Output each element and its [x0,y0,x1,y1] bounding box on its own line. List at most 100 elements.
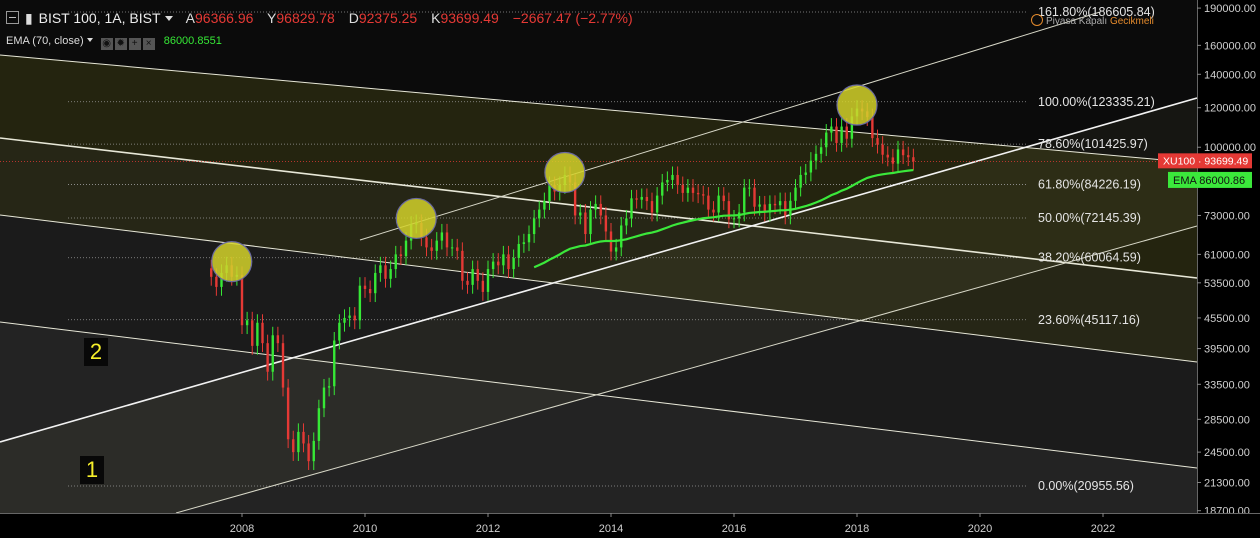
candle[interactable] [891,157,895,164]
candle[interactable] [830,126,833,133]
candle[interactable] [589,209,592,235]
candle[interactable] [604,215,608,232]
candle[interactable] [425,237,428,248]
candle[interactable] [620,225,623,248]
candle[interactable] [307,443,310,462]
candle[interactable] [261,322,264,344]
eye-icon[interactable]: ◉ [100,38,113,50]
candle[interactable] [901,149,905,156]
candle[interactable] [666,179,669,183]
candle[interactable] [338,322,341,341]
candle[interactable] [251,320,254,346]
settings-icon[interactable]: ✹ [114,38,127,50]
candle[interactable] [661,182,664,196]
close-icon[interactable]: × [142,38,155,50]
candle[interactable] [645,196,649,202]
descending-channel-line[interactable] [0,321,1198,469]
candle[interactable] [312,440,315,462]
candle[interactable] [579,212,582,216]
candle[interactable] [430,247,433,251]
candle[interactable] [727,201,731,220]
candle[interactable] [435,240,438,251]
candle[interactable] [871,117,874,139]
candle[interactable] [389,269,392,279]
candle[interactable] [491,261,495,270]
candle[interactable] [286,387,290,440]
candle[interactable] [773,203,777,206]
candle[interactable] [594,203,597,210]
candle[interactable] [845,126,848,139]
candle[interactable] [245,320,249,326]
candle[interactable] [753,187,756,207]
candle[interactable] [399,254,403,257]
candle[interactable] [481,280,485,292]
candle[interactable] [461,250,464,281]
highlight-circle[interactable] [395,197,437,240]
candle[interactable] [758,204,761,207]
candle[interactable] [292,439,295,453]
candle[interactable] [850,116,854,139]
candle[interactable] [707,195,710,210]
rising-channel-lower-line[interactable] [175,225,1198,514]
candle[interactable] [743,187,746,213]
candle[interactable] [835,126,838,143]
candle[interactable] [404,240,408,257]
candle[interactable] [814,153,818,161]
candle[interactable] [691,187,695,193]
candle[interactable] [353,315,356,321]
candle[interactable] [322,387,326,409]
candle[interactable] [896,149,900,164]
candle[interactable] [819,147,823,154]
candle[interactable] [573,182,577,216]
candle[interactable] [317,408,321,441]
candle[interactable] [702,194,705,196]
candle[interactable] [327,386,331,388]
candle[interactable] [784,201,787,216]
candle[interactable] [630,198,633,219]
candle[interactable] [302,431,305,444]
candle[interactable] [374,272,377,294]
candle[interactable] [220,272,223,287]
candle[interactable] [276,335,280,344]
candle[interactable] [538,209,541,219]
candle[interactable] [210,268,213,277]
candle[interactable] [809,160,813,173]
symbol-title[interactable]: BIST 100, 1A, BIST [38,10,161,26]
candle[interactable] [502,254,505,266]
candle[interactable] [799,174,802,188]
candle[interactable] [768,203,772,213]
candle[interactable] [517,243,520,258]
candle[interactable] [266,343,269,372]
candle[interactable] [625,218,628,226]
candle[interactable] [450,247,454,249]
candle[interactable] [548,185,551,202]
indicator-chevron-icon[interactable] [86,38,93,42]
descending-channel-line[interactable] [0,54,1198,164]
candle[interactable] [379,265,382,273]
candle[interactable] [507,254,510,270]
candle[interactable] [840,126,843,143]
candle[interactable] [681,185,684,193]
candle[interactable] [532,218,536,235]
candle[interactable] [686,187,690,193]
highlight-circle[interactable] [211,241,253,283]
candle[interactable] [763,204,766,213]
candle[interactable] [358,285,362,321]
candle[interactable] [712,209,715,213]
highlight-circle[interactable] [836,84,878,126]
candle[interactable] [614,247,618,252]
candle[interactable] [271,335,274,372]
candle[interactable] [445,232,449,248]
candle[interactable] [732,218,736,220]
candle[interactable] [281,343,285,388]
candle[interactable] [696,192,700,195]
candle[interactable] [717,195,720,213]
candle[interactable] [240,274,244,326]
candle[interactable] [440,232,444,241]
candle[interactable] [886,154,889,158]
candle[interactable] [476,269,479,281]
candle[interactable] [671,174,674,180]
candle[interactable] [912,157,915,162]
candle[interactable] [497,261,500,266]
candle[interactable] [394,254,397,270]
